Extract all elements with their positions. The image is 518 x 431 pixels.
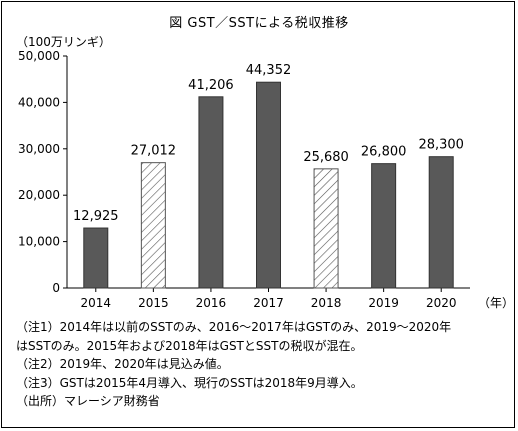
bar-value-label: 44,352 bbox=[246, 63, 292, 78]
footnotes: （注1）2014年は以前のSSTのみ、2016～2017年はGSTのみ、2019… bbox=[16, 318, 512, 411]
chart-title: 図 GST／SSTによる税収推移 bbox=[169, 16, 349, 31]
bar-value-label: 26,800 bbox=[361, 145, 407, 160]
y-tick-label: 40,000 bbox=[18, 95, 60, 109]
x-tick-label: 2020 bbox=[426, 296, 457, 310]
footnote-1: （注1）2014年は以前のSSTのみ、2016～2017年はGSTのみ、2019… bbox=[16, 320, 452, 334]
bar bbox=[371, 163, 397, 289]
x-tick-label: 2014 bbox=[81, 296, 112, 310]
y-tick-label: 50,000 bbox=[18, 49, 60, 63]
bar bbox=[140, 162, 166, 289]
footnote-2: （注2）2019年、2020年は見込み値。 bbox=[16, 357, 229, 371]
bar bbox=[313, 168, 339, 289]
x-tick-label: 2017 bbox=[253, 296, 284, 310]
bars bbox=[83, 81, 454, 289]
bar bbox=[428, 156, 454, 289]
labels: 0 10,000 20,000 30,000 40,000 50,000 12,925 201… bbox=[18, 49, 514, 310]
y-tick-label: 30,000 bbox=[18, 142, 60, 156]
bar-value-label: 27,012 bbox=[131, 144, 177, 159]
source-note: （出所）マレーシア財務省 bbox=[16, 394, 160, 408]
bar bbox=[198, 96, 224, 289]
x-tick-label: 2019 bbox=[368, 296, 399, 310]
x-tick-label: 2018 bbox=[311, 296, 342, 310]
bar bbox=[256, 81, 281, 289]
x-unit-label: （年） bbox=[478, 296, 514, 310]
y-tick-label: 10,000 bbox=[18, 235, 60, 249]
bar-value-label: 25,680 bbox=[303, 150, 349, 165]
x-tick-label: 2015 bbox=[138, 296, 169, 310]
y-tick-label: 20,000 bbox=[18, 188, 60, 202]
bar-value-label: 41,206 bbox=[188, 78, 234, 93]
bar-value-label: 12,925 bbox=[73, 209, 119, 224]
x-tick-label: 2016 bbox=[196, 296, 227, 310]
footnote-3: （注3）GSTは2015年4月導入、現行のSSTは2018年9月導入。 bbox=[16, 375, 363, 390]
bar-value-label: 28,300 bbox=[418, 138, 464, 153]
y-tick-label: 0 bbox=[52, 281, 60, 295]
footnote-1-cont: はSSTのみ。2015年および2018年はGSTとSSTの税収が混在。 bbox=[16, 338, 363, 353]
y-unit-label: （100万リンギ） bbox=[16, 35, 111, 49]
bar bbox=[83, 227, 109, 289]
